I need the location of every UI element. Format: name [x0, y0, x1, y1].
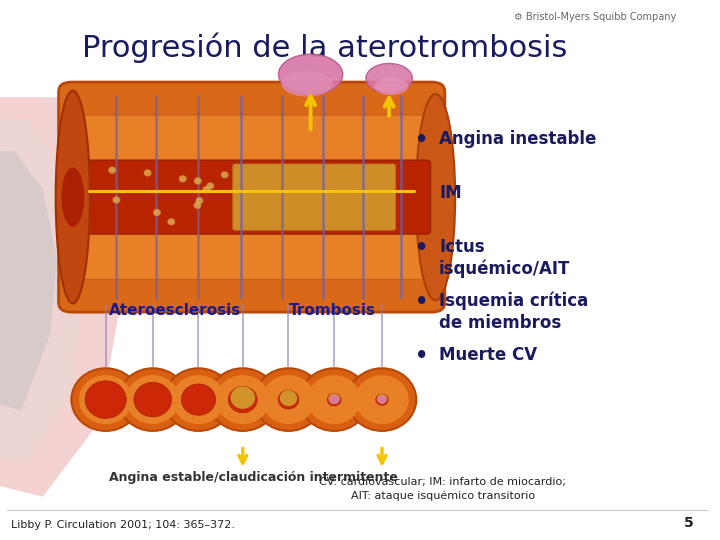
FancyBboxPatch shape	[73, 160, 431, 234]
Ellipse shape	[366, 63, 413, 93]
Text: •: •	[415, 130, 428, 150]
Ellipse shape	[262, 375, 315, 424]
Ellipse shape	[416, 94, 455, 300]
Text: Libby P. Circulation 2001; 104: 365–372.: Libby P. Circulation 2001; 104: 365–372.	[11, 520, 235, 530]
Ellipse shape	[355, 375, 409, 424]
Text: CV: cardiovascular; IM: infarto de miocardio;
AIT: ataque isquémico transitorio: CV: cardiovascular; IM: infarto de mioca…	[319, 477, 566, 501]
Ellipse shape	[194, 202, 201, 208]
Ellipse shape	[55, 91, 90, 303]
Text: Ictus
isquémico/AIT: Ictus isquémico/AIT	[439, 238, 570, 278]
Ellipse shape	[134, 382, 171, 417]
Text: •: •	[415, 346, 428, 366]
Ellipse shape	[254, 368, 323, 431]
Text: Muerte CV: Muerte CV	[439, 346, 537, 363]
Ellipse shape	[164, 368, 233, 431]
Ellipse shape	[221, 172, 228, 178]
Ellipse shape	[172, 375, 225, 424]
Ellipse shape	[71, 368, 140, 431]
Ellipse shape	[196, 197, 203, 204]
Ellipse shape	[228, 387, 257, 413]
Text: •: •	[415, 292, 428, 312]
Ellipse shape	[181, 384, 215, 415]
Text: Ateroesclerosis: Ateroesclerosis	[109, 303, 241, 318]
Ellipse shape	[85, 381, 126, 418]
Ellipse shape	[61, 167, 84, 227]
Ellipse shape	[348, 368, 416, 431]
Ellipse shape	[377, 395, 387, 404]
Ellipse shape	[278, 390, 299, 409]
Polygon shape	[0, 119, 86, 464]
Ellipse shape	[377, 394, 387, 403]
Ellipse shape	[279, 390, 297, 406]
Ellipse shape	[300, 368, 369, 431]
Ellipse shape	[307, 375, 361, 424]
Text: Trombosis: Trombosis	[289, 303, 376, 318]
Ellipse shape	[113, 197, 120, 203]
Ellipse shape	[153, 210, 161, 216]
Ellipse shape	[79, 375, 132, 424]
FancyBboxPatch shape	[233, 164, 395, 230]
Ellipse shape	[209, 368, 277, 431]
Ellipse shape	[328, 393, 340, 404]
Polygon shape	[0, 151, 57, 410]
Ellipse shape	[109, 167, 116, 173]
Ellipse shape	[119, 368, 187, 431]
Ellipse shape	[279, 54, 343, 95]
FancyBboxPatch shape	[66, 115, 437, 279]
FancyBboxPatch shape	[58, 82, 445, 312]
Ellipse shape	[328, 393, 341, 406]
Ellipse shape	[376, 394, 388, 405]
Text: Isquemia crítica
de miembros: Isquemia crítica de miembros	[439, 292, 588, 332]
Ellipse shape	[216, 375, 269, 424]
Ellipse shape	[207, 183, 214, 189]
Ellipse shape	[230, 387, 255, 409]
Ellipse shape	[179, 176, 186, 182]
Polygon shape	[0, 97, 122, 497]
Text: Progresión de la aterotrombosis: Progresión de la aterotrombosis	[82, 32, 567, 63]
Text: •: •	[415, 238, 428, 258]
Ellipse shape	[282, 71, 333, 97]
Ellipse shape	[329, 395, 339, 404]
Text: ⚙ Bristol-Myers Squibb Company: ⚙ Bristol-Myers Squibb Company	[514, 12, 676, 22]
Text: IM: IM	[439, 184, 462, 201]
Ellipse shape	[168, 219, 175, 225]
Ellipse shape	[144, 170, 151, 176]
Text: Angina inestable: Angina inestable	[439, 130, 596, 147]
Text: Angina estable/claudicación intermitente: Angina estable/claudicación intermitente	[109, 471, 398, 484]
Ellipse shape	[126, 375, 179, 424]
Ellipse shape	[203, 186, 210, 193]
Ellipse shape	[374, 78, 408, 95]
Ellipse shape	[194, 178, 202, 184]
Text: 5: 5	[684, 516, 694, 530]
Text: •: •	[415, 184, 428, 204]
